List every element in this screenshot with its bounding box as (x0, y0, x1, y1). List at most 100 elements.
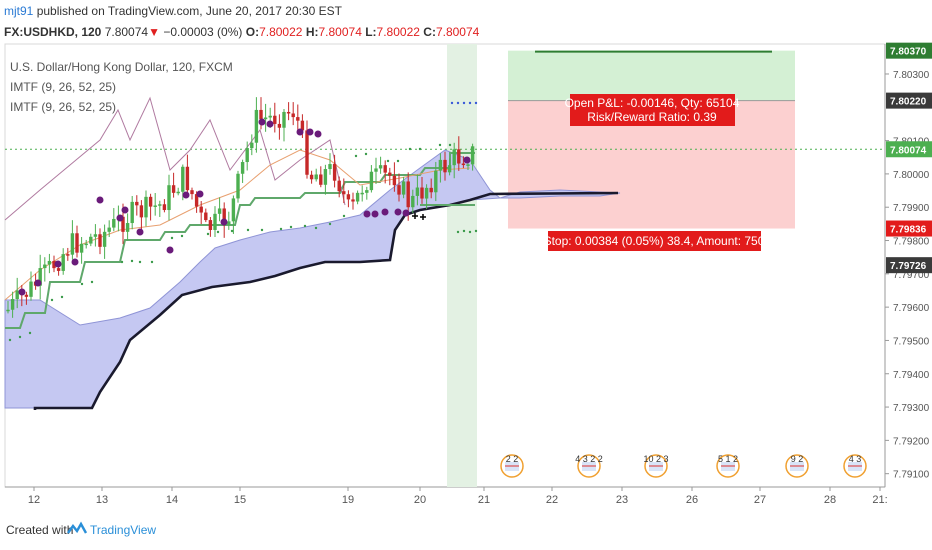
down-arrow-icon: ▼ (148, 25, 160, 39)
event-badge[interactable]: 2 2 (500, 454, 524, 478)
projection-dot (456, 101, 460, 105)
signal-dot (363, 210, 371, 218)
event-badge-count: 2 2 (506, 454, 519, 464)
time-tick-label: 22 (546, 494, 558, 506)
tradingview-brand[interactable]: TradingView (90, 523, 157, 537)
candle-body (424, 187, 429, 199)
price-label[interactable]: 7.80370 (886, 42, 932, 59)
symbol-label: FX:USDHKD, 120 (4, 25, 102, 39)
trend-dot (206, 232, 210, 236)
candle-body (47, 260, 52, 265)
signal-dot (196, 190, 204, 198)
candle-body (227, 221, 231, 225)
time-tick-label: 21 (478, 494, 490, 506)
projection-dot (474, 101, 478, 105)
tradingview-logo-icon (67, 521, 88, 534)
candle-body (204, 212, 208, 221)
candle-body (263, 117, 268, 120)
trend-dot (438, 143, 442, 147)
price-label[interactable]: 7.80220 (886, 92, 932, 109)
candle-body (222, 208, 226, 225)
price-label[interactable]: 7.79836 (886, 220, 932, 237)
candle-body (162, 204, 167, 211)
candle-body (300, 120, 305, 131)
event-badge[interactable]: 9 2 (785, 454, 809, 478)
signal-dot (121, 206, 129, 214)
trend-dot (474, 229, 478, 233)
event-badge[interactable]: 4 3 2 2 (575, 454, 603, 478)
price-tick-label: 7.79800 (893, 237, 930, 248)
candle-body (231, 198, 236, 222)
candle-body (102, 231, 107, 247)
signal-dot (71, 258, 79, 266)
candle-body (139, 205, 144, 218)
candle-body (305, 130, 309, 175)
signal-dot (96, 196, 104, 204)
candle-body (268, 115, 272, 118)
target-zone[interactable] (508, 50, 795, 101)
price-label-bg (886, 92, 932, 109)
signal-dot (381, 208, 389, 216)
candle-body (52, 260, 56, 269)
candle-body (208, 220, 213, 230)
published-text: published on TradingView.com, June 20, 2… (36, 4, 343, 18)
price-label-text: 7.79726 (890, 261, 927, 272)
time-tick-label: 12 (28, 494, 40, 506)
signal-dot (136, 228, 144, 236)
author-name[interactable]: mjt91 (4, 4, 34, 18)
event-badge[interactable]: 5 1 2 (716, 454, 740, 478)
candle-body (56, 268, 61, 271)
price-tick-label: 7.80000 (893, 170, 930, 181)
candle-body (199, 206, 203, 213)
price-tick-label: 7.79300 (893, 403, 930, 414)
signal-dot (463, 156, 471, 164)
event-badge-count: 4 3 2 2 (575, 454, 603, 464)
time-tick-label: 20 (414, 494, 426, 506)
stop-label[interactable]: Stop: 0.00384 (0.05%) 38.4, Amount: 750 (544, 231, 765, 251)
trend-dot (448, 143, 452, 147)
close-label: C: (423, 25, 436, 39)
trend-dot (120, 260, 124, 264)
event-badge[interactable]: 4 3 (843, 454, 867, 478)
pnl-label[interactable]: Open P&L: -0.00146, Qty: 65104 Risk/Rewa… (565, 94, 740, 126)
candle-body (337, 180, 341, 192)
candle-body (125, 223, 130, 232)
trend-dot (314, 226, 318, 230)
event-badge[interactable]: 10 2 3 (643, 454, 669, 478)
trend-dot (354, 154, 358, 158)
trend-dot (216, 230, 220, 234)
indicator-legend-2[interactable]: IMTF (9, 26, 52, 25) (10, 100, 116, 114)
open-value: 7.80022 (259, 25, 303, 39)
trend-dot (246, 228, 250, 232)
candle-body (61, 254, 65, 271)
candle-body (43, 264, 47, 269)
event-badge-count: 10 2 3 (643, 454, 668, 464)
trend-dot (303, 224, 307, 228)
candle-body (158, 204, 162, 206)
candle-body (447, 165, 452, 173)
trend-dot (342, 214, 346, 218)
candle-body (291, 113, 295, 118)
candle-body (213, 213, 217, 230)
price-tick-label: 7.79200 (893, 436, 930, 447)
signal-dot (54, 260, 62, 268)
trend-dot (18, 335, 22, 339)
trend-dot (150, 260, 154, 264)
trend-dot (418, 147, 422, 151)
publish-header: mjt91 published on TradingView.com, June… (4, 4, 342, 18)
trend-dot (170, 236, 174, 240)
time-tick-label: 26 (686, 494, 698, 506)
indicator-legend-1[interactable]: IMTF (9, 26, 52, 25) (10, 80, 116, 94)
trend-dot (60, 295, 64, 299)
price-label[interactable]: 7.79726 (886, 257, 932, 274)
candle-body (135, 201, 139, 206)
price-label-text: 7.80074 (890, 145, 927, 156)
candle-body (346, 194, 351, 200)
candle-body (365, 190, 369, 193)
candle-body (328, 164, 332, 170)
candle-body (93, 234, 98, 237)
price-label[interactable]: 7.80074 (886, 141, 932, 158)
time-tick-label: 15 (234, 494, 246, 506)
high-value: 7.80074 (318, 25, 362, 39)
